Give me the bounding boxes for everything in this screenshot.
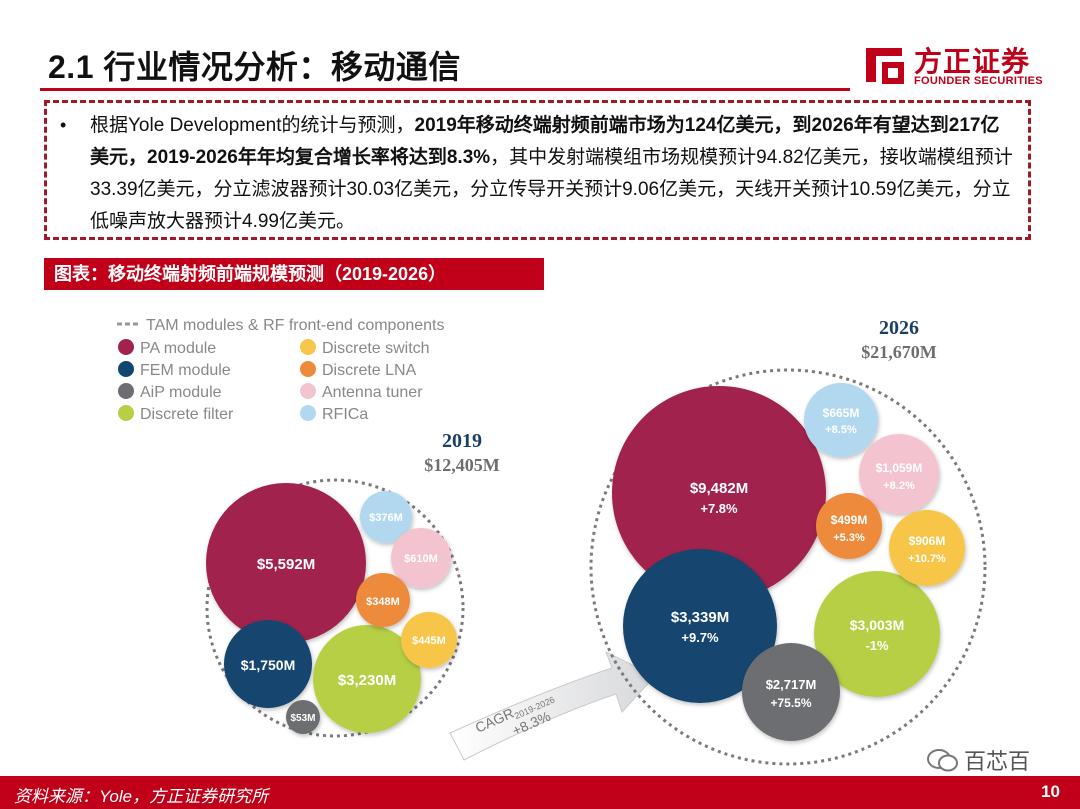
legend-lna-label: Discrete LNA (322, 362, 417, 379)
value-2019-aip: $53M (290, 713, 315, 724)
summary-part-2: ，其中发射端模组市场规模预计94.82亿美元，接收端模组预计33.39亿美元，分… (90, 147, 1013, 232)
total-2026-label: $21,670M (861, 342, 937, 362)
legend-aip-swatch (118, 383, 134, 399)
bullet-marker: • (60, 115, 67, 135)
founder-logo-icon (866, 48, 904, 84)
growth-2026-fem: +9.7% (681, 630, 719, 645)
summary-bold: 2019年移动终端射频前端市场为124亿美元，到2026年有望达到217亿美元，… (90, 115, 1000, 168)
value-2026-tuner: $1,059M (876, 461, 923, 475)
legend-rfic-label: RFICa (322, 406, 368, 423)
legend-fem-label: FEM module (140, 362, 231, 379)
growth-2026-aip: +75.5% (770, 696, 811, 710)
bubble-2019-lna (356, 573, 410, 627)
bubble-2026-lna (816, 493, 882, 559)
bubble-2019-aip (286, 700, 320, 734)
growth-2026-lna: +5.3% (833, 532, 865, 544)
wechat-icon (927, 749, 958, 772)
bubble-diagram: TAM modules & RF front-end components PA… (117, 317, 987, 766)
page-number: 10 (1041, 782, 1060, 801)
footer-bar: 资料来源：Yole，方正证券研究所 10 (0, 776, 1080, 809)
value-2019-fem: $1,750M (241, 657, 295, 673)
logo-en: FOUNDER SECURITIES (914, 75, 1043, 87)
boundary-2019 (205, 478, 465, 738)
value-2026-lna: $499M (831, 513, 868, 527)
legend-tuner-swatch (300, 383, 316, 399)
figure-caption: 图表：移动终端射频前端规模预测（2019-2026） (44, 258, 544, 290)
legend-switch-label: Discrete switch (322, 340, 430, 357)
value-2026-switch: $906M (909, 534, 946, 548)
value-2019-rfic: $376M (369, 512, 403, 524)
value-2019-switch: $445M (412, 635, 446, 647)
growth-2026-rfic: +8.5% (825, 424, 857, 436)
bubble-2026-switch (889, 510, 965, 586)
bubble-2019-pa (206, 483, 366, 643)
bubble-2026-rfic (804, 383, 878, 457)
legend-filter-swatch (118, 405, 134, 421)
growth-2026-pa: +7.8% (700, 501, 738, 516)
bubble-2019-fem (224, 620, 312, 708)
bubble-2026-aip (742, 643, 840, 741)
legend-filter-label: Discrete filter (140, 406, 234, 423)
summary-box (44, 100, 1031, 240)
legend-pa-label: PA module (140, 340, 216, 357)
growth-2026-switch: +10.7% (908, 553, 946, 565)
value-2026-fem: $3,339M (671, 609, 729, 626)
company-logo: 方正证券 FOUNDER SECURITIES (862, 40, 1052, 90)
logo-cn: 方正证券 (914, 46, 1031, 77)
bubble-2026-tuner (859, 434, 939, 514)
cagr-arrow (449, 650, 656, 761)
watermark-text: 百芯百 (964, 749, 1031, 774)
value-2019-lna: $348M (366, 596, 400, 608)
bubble-2026-pa (612, 386, 826, 600)
value-2019-tuner: $610M (404, 553, 438, 565)
summary-text: 根据Yole Development的统计与预测，2019年移动终端射频前端市场… (90, 110, 1015, 238)
legend-fem-swatch (118, 361, 134, 377)
bubble-2019-tuner (391, 528, 451, 588)
bubble-2026-fem (623, 549, 777, 703)
value-2026-aip: $2,717M (766, 677, 817, 692)
legend-lna-swatch (300, 361, 316, 377)
value-2026-filter: $3,003M (850, 617, 904, 633)
year-2026-label: 2026 (879, 317, 919, 339)
legend-tuner-label: Antenna tuner (322, 384, 423, 401)
value-2026-pa: $9,482M (690, 480, 748, 497)
value-2019-pa: $5,592M (257, 556, 315, 573)
legend-pa-swatch (118, 339, 134, 355)
total-2019-label: $12,405M (424, 455, 500, 475)
page-title: 2.1 行业情况分析：移动通信 (48, 49, 461, 85)
growth-2026-filter: -1% (865, 638, 889, 653)
legend-aip-label: AiP module (140, 384, 222, 401)
value-2026-rfic: $665M (823, 406, 860, 420)
footer-source: 资料来源：Yole，方正证券研究所 (14, 787, 269, 806)
bubble-2019-filter (313, 625, 421, 733)
bubble-2026-filter (814, 571, 940, 697)
legend-rfic-swatch (300, 405, 316, 421)
title-rule (40, 88, 850, 91)
summary-part-1: 根据Yole Development的统计与预测， (90, 115, 415, 136)
legend-tam-label: TAM modules & RF front-end components (146, 317, 445, 334)
growth-2026-tuner: +8.2% (883, 480, 915, 492)
value-2019-filter: $3,230M (338, 672, 396, 689)
bubble-2019-rfic (360, 491, 412, 543)
legend-switch-swatch (300, 339, 316, 355)
year-2019-label: 2019 (442, 430, 482, 452)
bubble-2019-switch (401, 612, 457, 668)
boundary-2026 (589, 368, 987, 766)
